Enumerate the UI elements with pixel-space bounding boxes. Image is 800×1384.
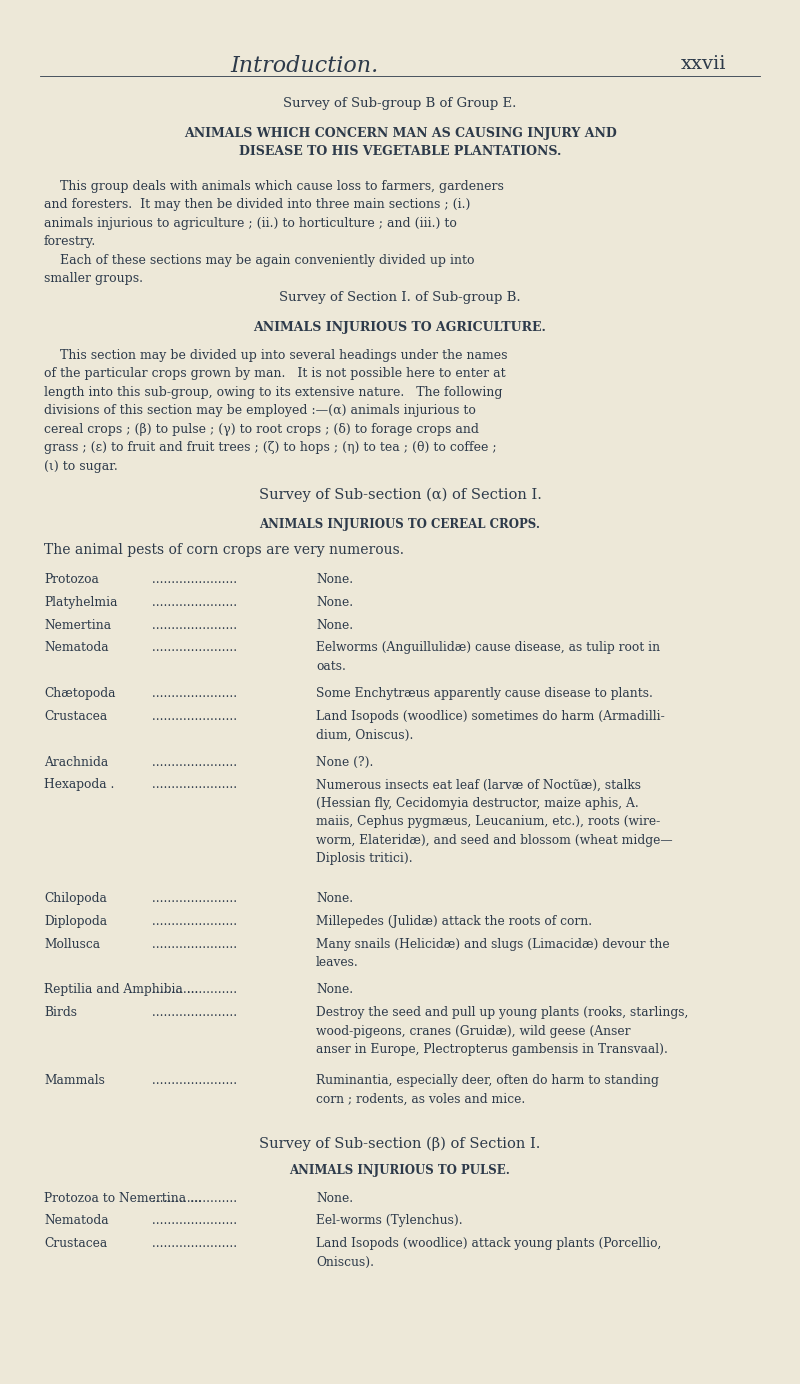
Text: Ruminantia, especially deer, often do harm to standing
corn ; rodents, as voles : Ruminantia, especially deer, often do ha… (316, 1074, 659, 1106)
Text: ......................: ...................... (148, 573, 237, 585)
Text: Crustacea: Crustacea (44, 710, 107, 722)
Text: Survey of Sub-section (α) of Section I.: Survey of Sub-section (α) of Section I. (258, 487, 542, 501)
Text: ......................: ...................... (148, 619, 237, 631)
Text: Introduction.: Introduction. (230, 55, 378, 78)
Text: Crustacea: Crustacea (44, 1237, 107, 1250)
Text: Nemertina: Nemertina (44, 619, 111, 631)
Text: Nematoda: Nematoda (44, 1215, 109, 1228)
Text: xxvii: xxvii (682, 55, 726, 73)
Text: ANIMALS INJURIOUS TO PULSE.: ANIMALS INJURIOUS TO PULSE. (290, 1164, 510, 1176)
Text: ......................: ...................... (148, 938, 237, 951)
Text: ......................: ...................... (148, 595, 237, 609)
Text: Survey of Sub-group B of Group E.: Survey of Sub-group B of Group E. (283, 97, 517, 109)
Text: ......................: ...................... (148, 710, 237, 722)
Text: None.: None. (316, 619, 353, 631)
Text: Chilopoda: Chilopoda (44, 891, 107, 905)
Text: The animal pests of corn crops are very numerous.: The animal pests of corn crops are very … (44, 543, 404, 556)
Text: None.: None. (316, 891, 353, 905)
Text: None (?).: None (?). (316, 756, 374, 768)
Text: ANIMALS INJURIOUS TO CEREAL CROPS.: ANIMALS INJURIOUS TO CEREAL CROPS. (259, 518, 541, 530)
Text: Platyhelmia: Platyhelmia (44, 595, 118, 609)
Text: ......................: ...................... (148, 1237, 237, 1250)
Text: Mollusca: Mollusca (44, 938, 100, 951)
Text: None.: None. (316, 595, 353, 609)
Text: Some Enchytræus apparently cause disease to plants.: Some Enchytræus apparently cause disease… (316, 686, 653, 700)
Text: ......................: ...................... (148, 1192, 237, 1204)
Text: Arachnida: Arachnida (44, 756, 108, 768)
Text: Birds: Birds (44, 1006, 77, 1019)
Text: ......................: ...................... (148, 686, 237, 700)
Text: ANIMALS INJURIOUS TO AGRICULTURE.: ANIMALS INJURIOUS TO AGRICULTURE. (254, 321, 546, 334)
Text: ......................: ...................... (148, 1215, 237, 1228)
Text: Land Isopods (woodlice) attack young plants (Porcellio,
Oniscus).: Land Isopods (woodlice) attack young pla… (316, 1237, 662, 1269)
Text: None.: None. (316, 1192, 353, 1204)
Text: Diplopoda: Diplopoda (44, 915, 107, 927)
Text: Destroy the seed and pull up young plants (rooks, starlings,
wood-pigeons, crane: Destroy the seed and pull up young plant… (316, 1006, 688, 1056)
Text: Chætopoda: Chætopoda (44, 686, 115, 700)
Text: Nematoda: Nematoda (44, 642, 109, 655)
Text: ......................: ...................... (148, 1006, 237, 1019)
Text: ......................: ...................... (148, 915, 237, 927)
Text: Land Isopods (woodlice) sometimes do harm (Armadilli-
dium, Oniscus).: Land Isopods (woodlice) sometimes do har… (316, 710, 665, 742)
Text: Survey of Section I. of Sub-group B.: Survey of Section I. of Sub-group B. (279, 291, 521, 303)
Text: Numerous insects eat leaf (larvæ of Noctũæ), stalks
(Hessian fly, Cecidomyia des: Numerous insects eat leaf (larvæ of Noct… (316, 778, 673, 865)
Text: Reptilia and Amphibia ...: Reptilia and Amphibia ... (44, 984, 198, 996)
Text: Survey of Sub-section (β) of Section I.: Survey of Sub-section (β) of Section I. (259, 1136, 541, 1150)
Text: Millepedes (Julidæ) attack the roots of corn.: Millepedes (Julidæ) attack the roots of … (316, 915, 592, 927)
Text: Protozoa: Protozoa (44, 573, 99, 585)
Text: ......................: ...................... (148, 642, 237, 655)
Text: ......................: ...................... (148, 778, 237, 792)
Text: ......................: ...................... (148, 891, 237, 905)
Text: Protozoa to Nemertina ...: Protozoa to Nemertina ... (44, 1192, 202, 1204)
Text: This group deals with animals which cause loss to farmers, gardeners
and foreste: This group deals with animals which caus… (44, 180, 504, 285)
Text: This section may be divided up into several headings under the names
of the part: This section may be divided up into seve… (44, 349, 507, 473)
Text: ......................: ...................... (148, 1074, 237, 1086)
Text: Hexapoda .: Hexapoda . (44, 778, 114, 792)
Text: ......................: ...................... (148, 756, 237, 768)
Text: Mammals: Mammals (44, 1074, 105, 1086)
Text: Eel-worms (Tylenchus).: Eel-worms (Tylenchus). (316, 1215, 462, 1228)
Text: ANIMALS WHICH CONCERN MAN AS CAUSING INJURY AND
DISEASE TO HIS VEGETABLE PLANTAT: ANIMALS WHICH CONCERN MAN AS CAUSING INJ… (184, 127, 616, 158)
Text: None.: None. (316, 984, 353, 996)
Text: None.: None. (316, 573, 353, 585)
Text: ......................: ...................... (148, 984, 237, 996)
Text: Eelworms (Anguillulidæ) cause disease, as tulip root in
oats.: Eelworms (Anguillulidæ) cause disease, a… (316, 642, 660, 673)
Text: Many snails (Helicidæ) and slugs (Limacidæ) devour the
leaves.: Many snails (Helicidæ) and slugs (Limaci… (316, 938, 670, 969)
